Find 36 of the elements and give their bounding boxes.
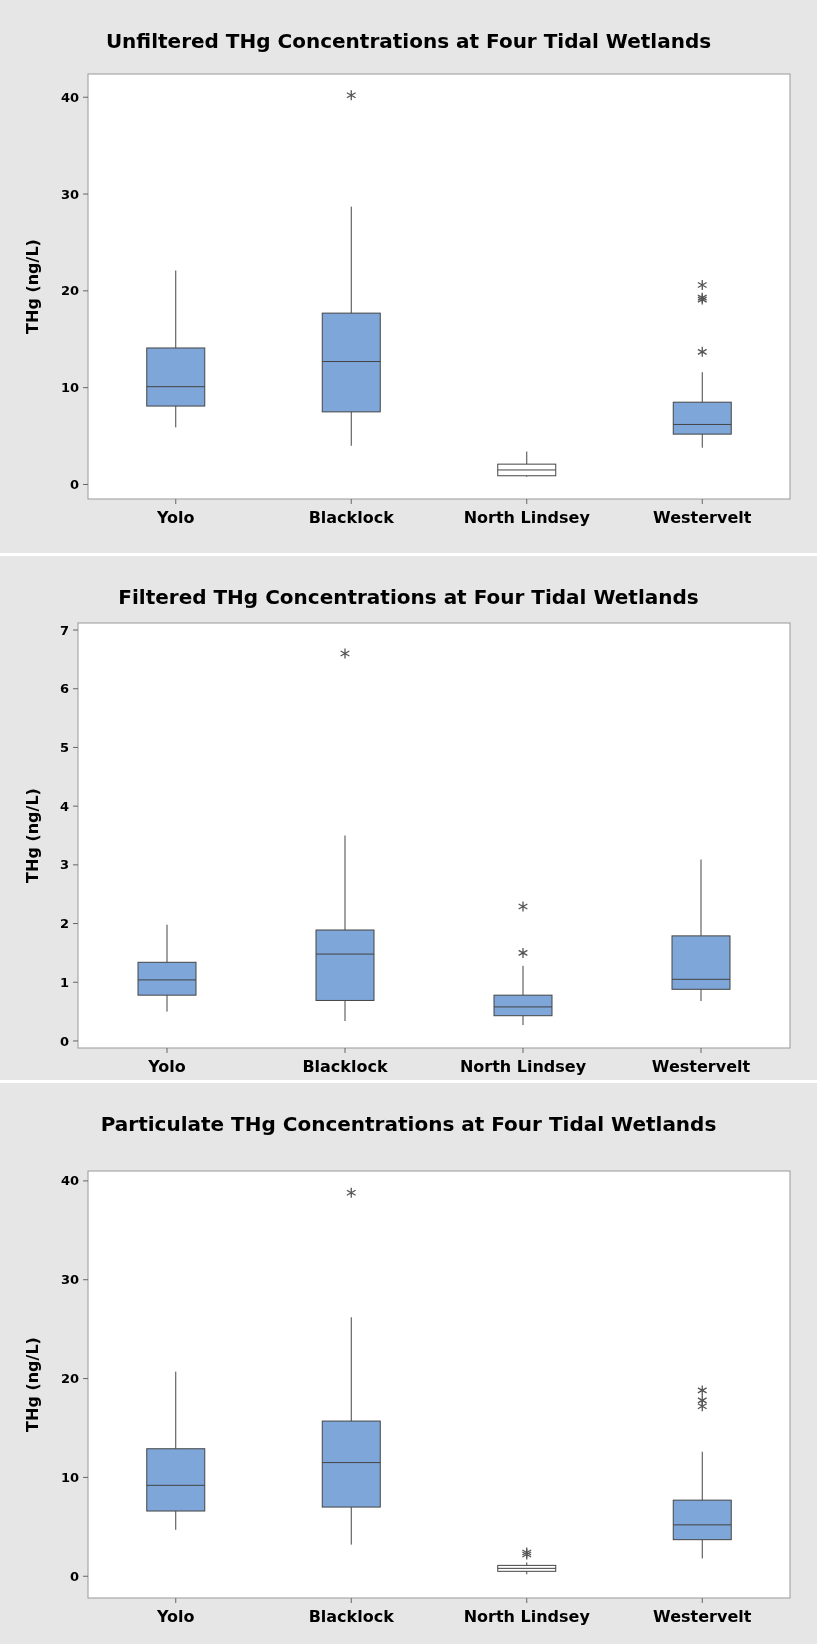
y-tick-label: 20 (60, 1371, 79, 1387)
x-tick-label: North Lindsey (463, 508, 591, 527)
y-axis-title: THg (ng/L) (23, 1337, 42, 1432)
y-tick-label: 10 (60, 1469, 79, 1485)
y-tick-label: 40 (60, 89, 79, 105)
chart-title: Particulate THg Concentrations at Four Tidal Wetlands (100, 1112, 717, 1136)
y-axis-title: THg (ng/L) (23, 239, 42, 334)
y-tick-label: 7 (59, 622, 69, 638)
chart-title: Filtered THg Concentrations at Four Tidal Wetlands (118, 585, 699, 609)
y-tick-label: 6 (59, 681, 69, 697)
x-tick-label: Blacklock (308, 1607, 395, 1626)
y-tick-label: 30 (60, 1272, 79, 1288)
x-tick-label: Westervelt (653, 1607, 752, 1626)
x-tick-label: Westervelt (653, 508, 752, 527)
y-tick-label: 0 (69, 477, 79, 493)
y-tick-label: 0 (59, 1033, 69, 1049)
y-tick-label: 0 (69, 1568, 79, 1584)
x-tick-label: Blacklock (302, 1057, 388, 1076)
x-tick-label: Yolo (155, 508, 195, 527)
chart-title: Unfiltered THg Concentrations at Four Tidal Wetlands (105, 29, 712, 53)
y-tick-label: 4 (59, 798, 69, 814)
y-tick-label: 5 (59, 740, 69, 755)
x-tick-label: Westervelt (651, 1057, 751, 1076)
y-tick-label: 10 (60, 380, 79, 396)
y-axis-title: THg (ng/L) (23, 788, 42, 883)
x-tick-label: Yolo (147, 1057, 186, 1076)
y-tick-label: 1 (59, 974, 69, 990)
x-tick-label: Blacklock (308, 508, 395, 527)
x-tick-label: Yolo (155, 1607, 195, 1626)
y-tick-label: 30 (60, 186, 79, 202)
y-tick-label: 40 (60, 1173, 79, 1189)
x-tick-label: North Lindsey (459, 1057, 587, 1076)
y-tick-label: 3 (59, 857, 69, 873)
y-tick-label: 20 (60, 283, 79, 299)
y-tick-label: 2 (59, 916, 69, 932)
x-tick-label: North Lindsey (463, 1607, 591, 1626)
